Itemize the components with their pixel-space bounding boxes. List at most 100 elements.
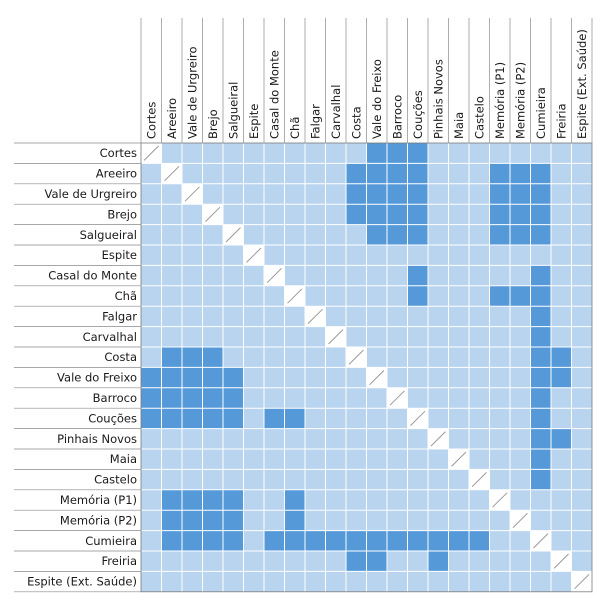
column-label: Castelo <box>472 96 486 139</box>
cell-empty <box>346 306 367 327</box>
cell-empty <box>428 183 449 205</box>
cell-empty <box>141 224 162 245</box>
cell-empty <box>510 387 531 409</box>
cell-empty <box>407 449 428 470</box>
cell-empty <box>448 306 469 327</box>
cell-empty <box>510 326 531 347</box>
cell-empty <box>346 571 367 592</box>
cell-empty <box>448 571 469 592</box>
cell-empty <box>407 571 428 592</box>
cell-empty <box>325 224 346 245</box>
cell-empty <box>428 224 449 245</box>
column-label: Carvalhal <box>329 85 343 139</box>
cell-connected <box>489 285 510 307</box>
cell-connected <box>346 183 367 205</box>
column-label: Casal do Monte <box>267 50 281 139</box>
cell-connected <box>141 367 162 388</box>
row-label: Carvalhal <box>83 330 137 344</box>
cell-empty <box>530 245 551 266</box>
cell-empty <box>366 285 387 307</box>
cell-empty <box>571 408 592 429</box>
cell-empty <box>551 163 572 184</box>
cell-empty <box>325 204 346 225</box>
cell-empty <box>407 367 428 388</box>
cell-empty <box>366 245 387 266</box>
cell-empty <box>284 224 305 245</box>
cell-empty <box>182 449 203 470</box>
cell-empty <box>571 489 592 511</box>
cell-empty <box>489 306 510 327</box>
cell-empty <box>325 347 346 368</box>
cell-empty <box>530 510 551 531</box>
cell-empty <box>264 469 285 490</box>
cell-connected <box>489 163 510 184</box>
column-label: Espite (Ext. Saúde) <box>575 29 589 139</box>
cell-empty <box>264 224 285 245</box>
cell-empty <box>366 428 387 449</box>
cell-empty <box>243 285 264 307</box>
cell-empty <box>284 183 305 205</box>
cell-empty <box>305 551 326 572</box>
cell-empty <box>284 469 305 490</box>
cell-empty <box>305 571 326 592</box>
cell-empty <box>182 285 203 307</box>
cell-empty <box>551 224 572 245</box>
cell-empty <box>202 285 223 307</box>
cell-empty <box>243 469 264 490</box>
cell-empty <box>407 326 428 347</box>
cell-empty <box>407 469 428 490</box>
cell-empty <box>284 387 305 409</box>
cell-empty <box>571 204 592 225</box>
cell-empty <box>551 469 572 490</box>
cell-empty <box>264 163 285 184</box>
cell-connected <box>346 530 367 551</box>
cell-empty <box>469 143 490 164</box>
cell-empty <box>141 428 162 449</box>
cell-empty <box>489 408 510 429</box>
cell-connected <box>530 285 551 307</box>
cell-empty <box>510 489 531 511</box>
cell-connected <box>530 326 551 347</box>
cell-empty <box>387 571 408 592</box>
cell-empty <box>202 245 223 266</box>
cell-empty <box>243 367 264 388</box>
cell-connected <box>284 510 305 531</box>
cell-empty <box>325 387 346 409</box>
cell-empty <box>387 469 408 490</box>
cell-empty <box>243 530 264 551</box>
cell-connected <box>223 510 244 531</box>
cell-connected <box>530 265 551 286</box>
row-label: Salgueiral <box>80 228 137 242</box>
cell-connected <box>202 489 223 511</box>
cell-connected <box>469 530 490 551</box>
row-label: Espite <box>102 248 137 262</box>
cell-empty <box>551 489 572 511</box>
cell-empty <box>469 489 490 511</box>
cell-empty <box>530 143 551 164</box>
cell-empty <box>551 530 572 551</box>
cell-empty <box>305 183 326 205</box>
cell-empty <box>530 489 551 511</box>
cell-empty <box>571 306 592 327</box>
cell-empty <box>428 571 449 592</box>
cell-empty <box>305 143 326 164</box>
column-label: Brejo <box>206 109 220 139</box>
cell-empty <box>510 571 531 592</box>
cell-connected <box>264 408 285 429</box>
cell-empty <box>489 387 510 409</box>
cell-empty <box>489 510 510 531</box>
cell-empty <box>202 449 223 470</box>
cell-connected <box>161 489 182 511</box>
column-label: Memória (P2) <box>513 62 527 139</box>
cell-empty <box>161 469 182 490</box>
cell-empty <box>469 408 490 429</box>
cell-empty <box>489 326 510 347</box>
cell-connected <box>407 265 428 286</box>
diagonal-slash <box>307 308 323 324</box>
cell-empty <box>182 163 203 184</box>
cell-empty <box>571 347 592 368</box>
cell-empty <box>305 347 326 368</box>
cell-empty <box>264 204 285 225</box>
cell-empty <box>428 204 449 225</box>
cell-empty <box>243 143 264 164</box>
